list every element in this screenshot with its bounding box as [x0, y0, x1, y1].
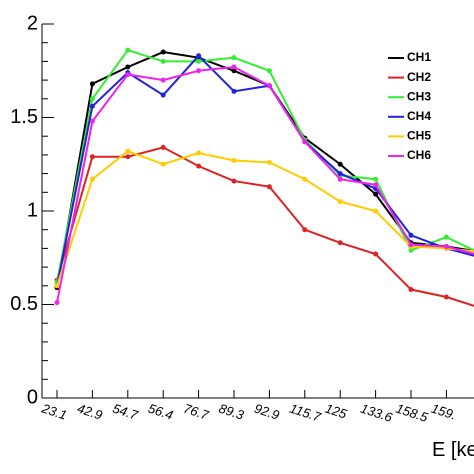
point [443, 244, 449, 250]
x-tick-label: 92.9 [252, 401, 281, 423]
point [266, 83, 272, 89]
point [196, 68, 202, 74]
point [302, 139, 308, 145]
point [408, 232, 414, 238]
point [373, 182, 379, 188]
point [160, 144, 166, 150]
point [373, 176, 379, 182]
point [89, 96, 95, 102]
x-tick-label: 133.6 [359, 401, 395, 426]
y-tick-label: 1 [27, 199, 38, 221]
series-line [56, 150, 474, 287]
x-tick-label: 158.5 [394, 401, 430, 426]
point [160, 77, 166, 83]
point [408, 242, 414, 248]
x-tick-label: 23.1 [39, 400, 69, 422]
point [196, 58, 202, 64]
point [160, 58, 166, 64]
y-tick-label: 0 [27, 386, 38, 408]
point [160, 49, 166, 55]
point [373, 191, 379, 197]
point [125, 47, 131, 53]
legend-label: CH3 [407, 89, 431, 103]
y-tick-label: 1.5 [10, 106, 38, 128]
point [231, 64, 237, 70]
x-tick-label: 42.9 [75, 401, 104, 423]
point [373, 251, 379, 257]
point [89, 81, 95, 87]
point [408, 247, 414, 253]
x-tick-label: 54.7 [111, 401, 140, 423]
x-tick-label: 89.3 [217, 401, 246, 423]
legend-label: CH6 [407, 148, 431, 162]
point [443, 234, 449, 240]
point [125, 148, 131, 154]
point [89, 154, 95, 160]
point [302, 227, 308, 233]
legend-label: CH2 [407, 70, 431, 84]
x-tick-label: 159. [429, 401, 458, 423]
point [337, 240, 343, 246]
x-tick-label: 56.4 [146, 401, 175, 423]
point [337, 161, 343, 167]
point [54, 300, 60, 306]
point [302, 176, 308, 182]
point [337, 176, 343, 182]
x-tick-label: 76.7 [182, 401, 211, 423]
point [196, 150, 202, 156]
point [89, 176, 95, 182]
point [196, 163, 202, 169]
point [54, 283, 60, 289]
point [231, 178, 237, 184]
point [443, 294, 449, 300]
point [89, 118, 95, 124]
point [125, 154, 131, 160]
point [125, 71, 131, 77]
point [231, 68, 237, 74]
point [231, 55, 237, 61]
legend-label: CH5 [407, 129, 431, 143]
x-tick-label: 125 [323, 401, 349, 422]
point [231, 158, 237, 164]
point [337, 171, 343, 177]
point [160, 161, 166, 167]
y-tick-label: 2 [27, 12, 38, 34]
legend-label: CH1 [407, 50, 431, 64]
y-tick-label: 0.5 [10, 293, 38, 315]
point [408, 287, 414, 293]
point [337, 199, 343, 205]
point [373, 208, 379, 214]
point [196, 53, 202, 59]
point [266, 159, 272, 165]
x-axis-title: E [ke [432, 439, 474, 461]
point [266, 184, 272, 190]
point [125, 64, 131, 70]
point [231, 88, 237, 94]
x-tick-label: 115.7 [288, 401, 323, 425]
series-line [56, 146, 474, 307]
point [160, 92, 166, 98]
point [266, 68, 272, 74]
legend-label: CH4 [407, 109, 431, 123]
point [89, 103, 95, 109]
